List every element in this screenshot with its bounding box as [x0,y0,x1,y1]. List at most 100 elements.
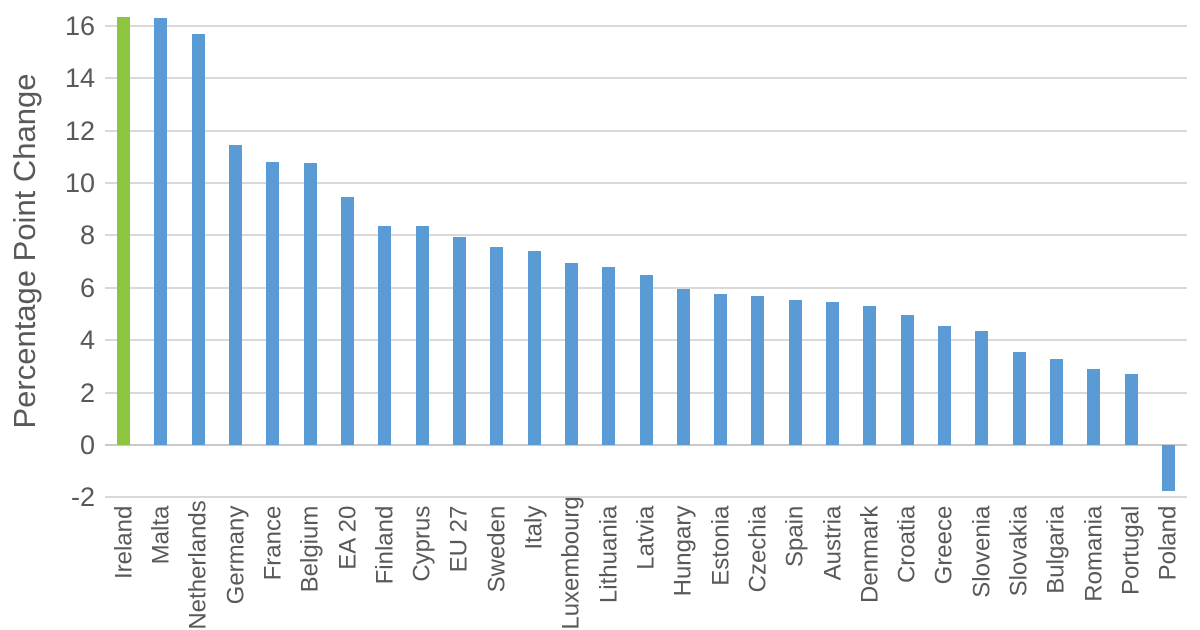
zero-axis-line [105,444,1187,446]
x-axis-label: Sweden [478,506,515,630]
x-axis-label-text: Hungary [669,505,697,597]
x-axis-label-text: Lithuania [595,505,623,604]
x-axis-label: Denmark [851,506,888,630]
y-tick-label: 6 [79,272,95,303]
gridline [105,24,1187,27]
bar-hungary [676,289,690,445]
x-axis-label-text: Spain [781,505,809,568]
x-axis-label: Ireland [105,506,142,630]
x-axis-label-text: EU 27 [445,505,473,573]
x-axis-label: EU 27 [441,506,478,630]
x-axis-label-text: Netherlands [184,500,212,630]
x-axis-label-text: Finland [371,505,399,585]
bar-finland [378,226,392,445]
bar-ea-20 [341,197,355,445]
y-tick-label: 0 [79,430,95,460]
x-axis-label-text: Cyprus [408,505,436,583]
x-axis-label: Netherlands [180,500,217,630]
gridline [105,496,1187,499]
x-axis-label: Bulgaria [1038,506,1075,630]
x-axis-label-text: Romania [1080,505,1108,603]
y-tick-label: 4 [79,325,95,356]
y-tick-label: 14 [64,63,95,94]
x-axis-label-text: France [259,505,287,581]
bar-croatia [900,315,914,445]
x-axis-label: Italy [515,506,552,630]
x-axis-label: Estonia [702,506,739,630]
bar-denmark [863,306,877,445]
x-axis-label: France [254,506,291,630]
bar-latvia [639,274,653,445]
x-axis-label-text: Slovenia [968,505,996,599]
gridline [105,77,1187,80]
bar-germany [229,145,243,445]
bar-poland [1161,445,1175,491]
x-axis-label: Belgium [292,506,329,630]
x-axis-label: Latvia [627,506,664,630]
x-axis-label: Luxembourg [553,497,590,630]
x-axis-label: Slovenia [963,506,1000,630]
x-axis-label-text: Greece [930,505,958,585]
bar-ireland [117,16,131,445]
gridline [105,129,1187,132]
bar-estonia [714,294,728,445]
bar-netherlands [191,33,205,445]
y-tick-label: -2 [70,482,95,513]
bar-malta [154,17,168,445]
x-axis-label-text: Slovakia [1005,505,1033,597]
x-axis-label: Hungary [665,506,702,630]
x-axis-label-text: Belgium [296,505,324,593]
bar-italy [527,251,541,445]
bar-slovakia [1012,351,1026,445]
bar-france [266,162,280,445]
bar-luxembourg [564,262,578,445]
bar-eu-27 [452,236,466,445]
bar-lithuania [602,266,616,445]
x-axis-label: Croatia [889,506,926,630]
x-axis-label: Austria [814,506,851,630]
x-axis-label-text: Austria [818,505,846,581]
gridline [105,182,1187,184]
y-tick-label: 10 [64,168,95,198]
bar-romania [1087,369,1101,445]
x-axis-label: Czechia [739,506,776,630]
x-axis-label-text: Sweden [483,505,511,593]
x-axis-label-text: Czechia [744,505,772,593]
x-axis-label-text: Bulgaria [1042,505,1070,595]
x-axis-label: Finland [366,506,403,630]
bar-austria [826,302,840,445]
x-axis-label: Spain [777,506,814,630]
x-axis-label: Malta [142,506,179,630]
bar-bulgaria [1049,358,1063,445]
bar-greece [937,325,951,445]
x-axis-label-text: Poland [1154,505,1182,581]
y-tick-label: 2 [79,377,95,408]
bar-cyprus [415,226,429,445]
bar-portugal [1124,374,1138,445]
x-axis-label: Greece [926,506,963,630]
y-tick-label: 12 [64,115,95,146]
y-tick-label: 8 [79,220,95,251]
bar-belgium [303,163,317,445]
x-axis-label: EA 20 [329,506,366,630]
x-axis-label: Germany [217,506,254,630]
x-axis-label-text: Italy [520,505,548,551]
x-axis-label-text: Malta [147,505,175,565]
gridline [105,234,1187,237]
x-axis-label-text: Estonia [706,505,734,587]
bar-spain [788,299,802,445]
x-axis-label: Portugal [1112,506,1149,630]
x-axis-label: Lithuania [590,506,627,630]
bar-slovenia [975,331,989,445]
bar-sweden [490,247,504,445]
x-axis-label-text: Croatia [893,505,921,584]
x-axis-label: Cyprus [403,506,440,630]
x-axis-label-text: Latvia [632,505,660,571]
x-axis-label-text: EA 20 [333,505,361,571]
x-axis-label-text: Germany [221,505,249,605]
x-axis-label-text: Denmark [856,505,884,604]
x-axis-label: Poland [1150,506,1187,630]
x-axis-label-text: Ireland [110,505,138,580]
bar-czechia [751,295,765,445]
